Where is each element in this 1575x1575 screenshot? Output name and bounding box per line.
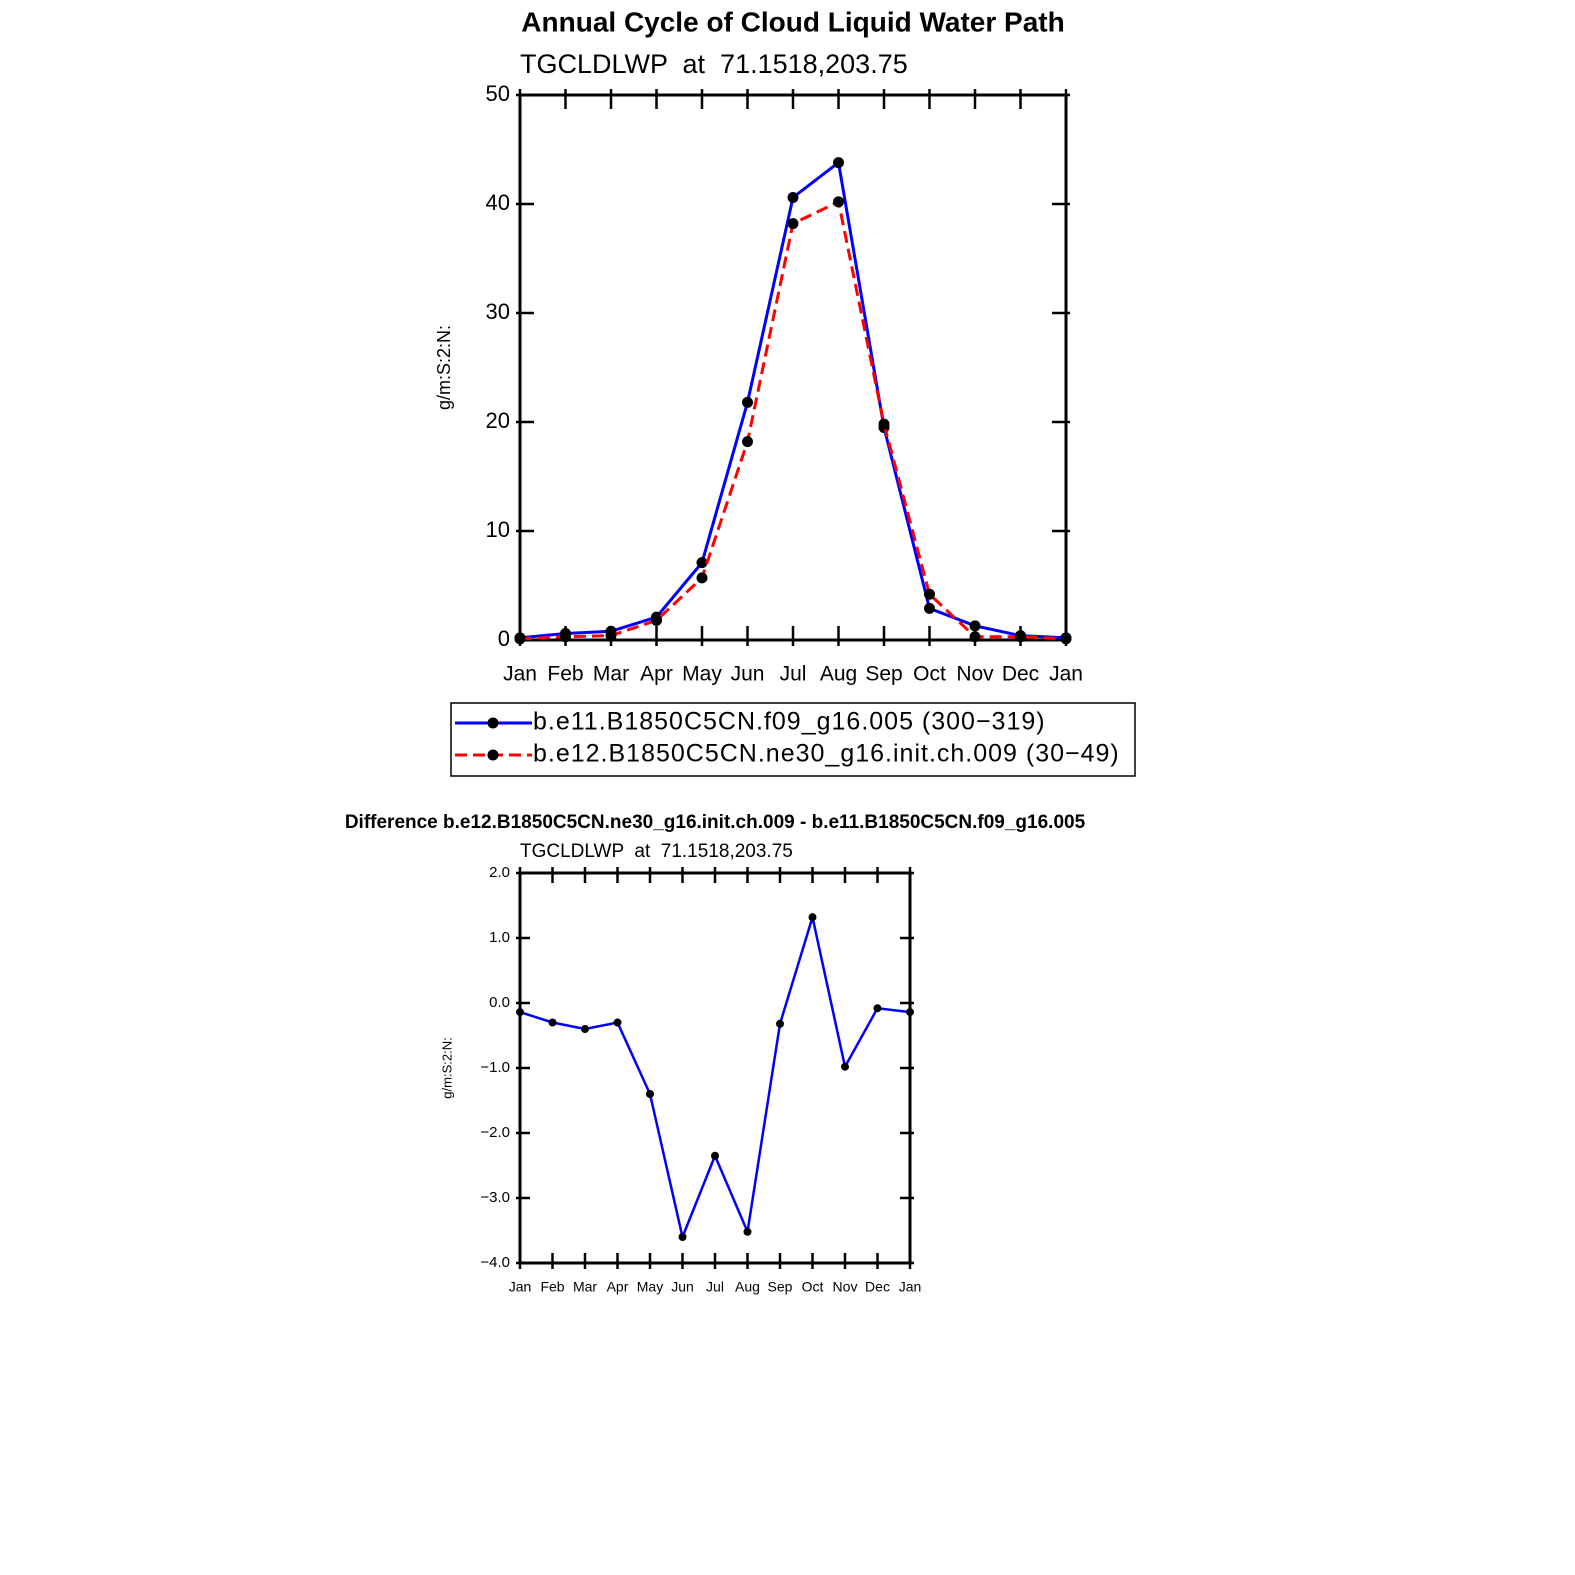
plot-frame (518, 93, 1068, 642)
legend-marker (487, 717, 499, 729)
plot-frame (518, 871, 912, 1265)
data-point (969, 631, 981, 643)
x-tick-label: Dec (1002, 663, 1039, 686)
x-tick-label: Oct (913, 663, 946, 686)
data-point (1015, 631, 1026, 643)
x-tick-label: Jun (671, 1279, 694, 1295)
legend-label: b.e11.B1850C5CN.f09_g16.005 (300−319) (533, 708, 1046, 736)
x-tick-label: Jan (503, 663, 537, 686)
x-tick-label: May (637, 1279, 663, 1295)
data-point (742, 436, 753, 448)
x-tick-label: Nov (833, 1279, 858, 1295)
x-tick-label: Jun (731, 663, 765, 686)
x-tick-label: May (682, 663, 722, 686)
data-point (560, 631, 571, 643)
y-tick-label: −1.0 (480, 1059, 510, 1076)
data-point (743, 1227, 752, 1236)
data-point (878, 418, 890, 430)
x-tick-label: Apr (640, 663, 673, 686)
data-point (833, 196, 844, 208)
legend-marker (487, 749, 499, 761)
data-point (924, 602, 935, 614)
data-point (787, 218, 799, 230)
x-tick-label: Jan (1049, 663, 1083, 686)
data-point (924, 588, 935, 600)
data-point (1060, 633, 1072, 645)
x-tick-label: Mar (573, 1279, 597, 1295)
data-point (605, 630, 617, 642)
x-tick-label: Aug (735, 1279, 760, 1295)
chart-title: Annual Cycle of Cloud Liquid Water Path (521, 6, 1064, 37)
x-tick-label: Apr (607, 1279, 629, 1295)
x-tick-label: Jan (899, 1279, 922, 1295)
y-tick-label: −3.0 (480, 1189, 510, 1206)
x-tick-label: Jan (509, 1279, 532, 1295)
data-point (696, 557, 708, 569)
x-tick-label: Oct (802, 1279, 824, 1295)
y-tick-label: 1.0 (489, 929, 510, 946)
y-tick-label: 0 (498, 626, 510, 651)
y-tick-label: 10 (486, 517, 510, 542)
series-line (519, 159, 1067, 640)
chart-subtitle: TGCLDLWP at 71.1518,203.75 (520, 841, 793, 862)
data-point (581, 1025, 589, 1033)
series-line (519, 912, 911, 1242)
data-point (548, 1018, 557, 1027)
x-tick-label: Sep (865, 663, 902, 686)
x-tick-label: Jul (780, 663, 807, 686)
y-tick-label: 20 (486, 408, 510, 433)
data-point (696, 572, 708, 584)
data-point (808, 913, 817, 922)
data-point (742, 396, 753, 408)
data-point (514, 633, 526, 645)
x-tick-label: Aug (820, 663, 857, 686)
data-point (776, 1019, 784, 1028)
y-tick-label: −2.0 (480, 1124, 510, 1141)
y-axis-label: g/m:S:2:N: (439, 1037, 454, 1098)
y-tick-label: 2.0 (489, 864, 510, 881)
series-line (519, 199, 1067, 641)
data-point (906, 1008, 914, 1017)
x-tick-label: Sep (768, 1279, 793, 1295)
data-point (787, 191, 799, 203)
x-tick-label: Nov (956, 663, 994, 686)
y-axis-label: g/m:S:2:N: (434, 325, 454, 410)
data-point (646, 1090, 654, 1098)
y-tick-label: 50 (486, 81, 510, 106)
data-point (613, 1018, 622, 1027)
chart-subtitle: TGCLDLWP at 71.1518,203.75 (520, 49, 908, 79)
data-point (711, 1151, 719, 1160)
x-tick-label: Jul (706, 1279, 724, 1295)
legend-label: b.e12.B1850C5CN.ne30_g16.init.ch.009 (30… (533, 740, 1120, 768)
data-point (841, 1062, 849, 1071)
x-tick-label: Mar (593, 663, 629, 686)
y-tick-label: 40 (486, 190, 510, 215)
data-point (969, 620, 981, 632)
data-point (651, 614, 662, 626)
y-tick-label: 30 (486, 299, 510, 324)
y-tick-label: 0.0 (489, 994, 510, 1011)
x-tick-label: Dec (865, 1279, 890, 1295)
x-tick-label: Feb (540, 1279, 564, 1295)
data-point (516, 1008, 524, 1017)
x-tick-label: Feb (547, 663, 583, 686)
y-tick-label: −4.0 (480, 1254, 510, 1271)
data-point (833, 157, 844, 169)
chart-title: Difference b.e12.B1850C5CN.ne30_g16.init… (345, 812, 1086, 833)
data-point (873, 1004, 882, 1013)
legend-box (450, 702, 1136, 777)
data-point (678, 1233, 687, 1241)
